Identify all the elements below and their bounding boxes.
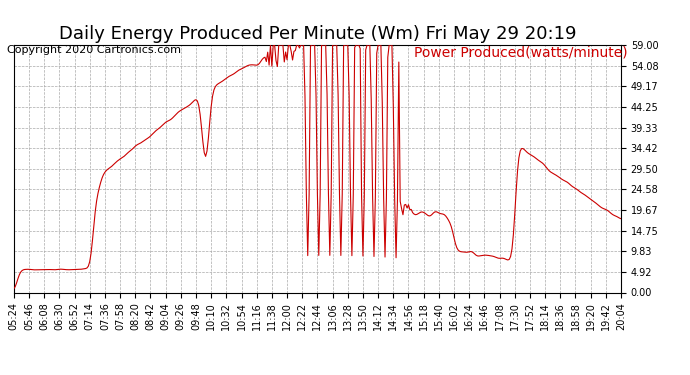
Title: Daily Energy Produced Per Minute (Wm) Fri May 29 20:19: Daily Energy Produced Per Minute (Wm) Fr… <box>59 26 576 44</box>
Text: Copyright 2020 Cartronics.com: Copyright 2020 Cartronics.com <box>7 45 181 55</box>
Text: Power Produced(watts/minute): Power Produced(watts/minute) <box>414 45 628 59</box>
